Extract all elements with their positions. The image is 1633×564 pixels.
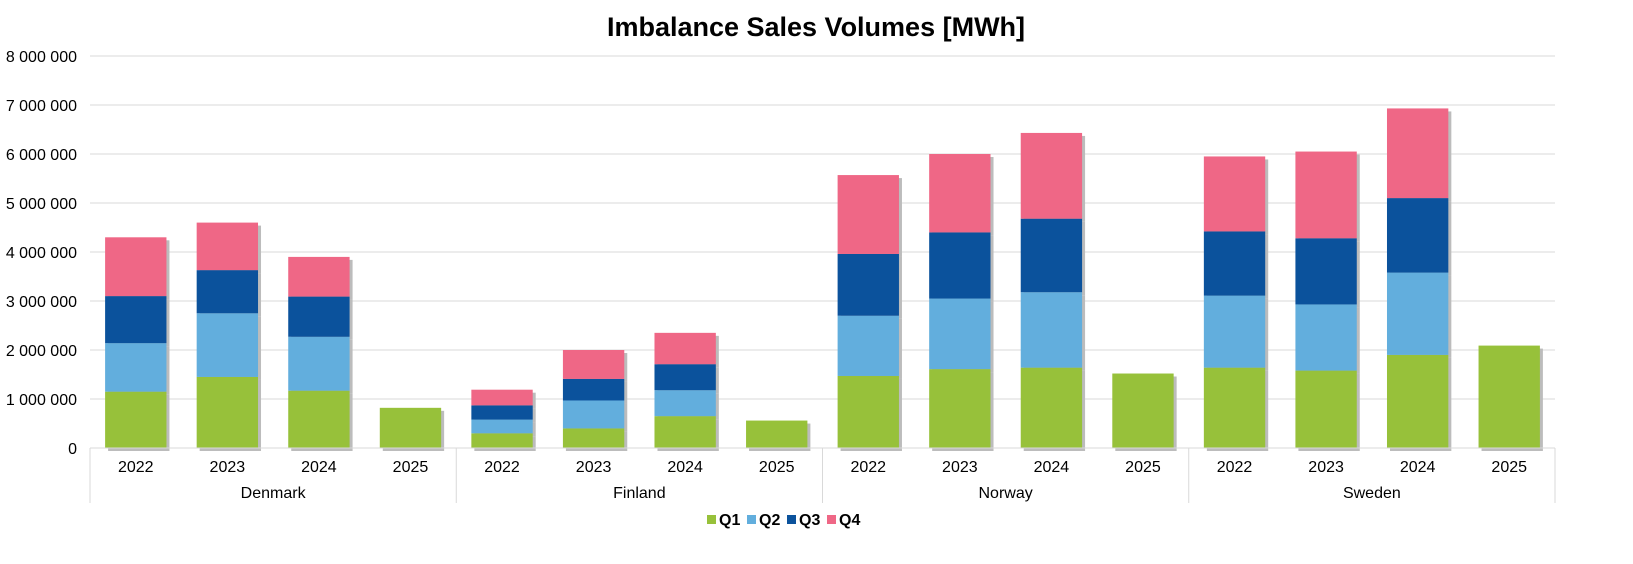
x-tick-label: 2022 bbox=[850, 459, 886, 476]
bar-segment-q1 bbox=[746, 420, 808, 448]
bar-segment-q1 bbox=[562, 428, 625, 448]
bar-segment-q1 bbox=[1478, 345, 1540, 448]
x-tick-label: 2025 bbox=[393, 459, 429, 476]
y-tick-label: 4 000 000 bbox=[6, 245, 77, 262]
bar-segment-q4 bbox=[471, 389, 533, 406]
y-tick-label: 0 bbox=[68, 441, 77, 458]
bar-segment-q1 bbox=[654, 416, 716, 448]
x-tick-label: 2025 bbox=[1125, 459, 1161, 476]
bar-segment-q4 bbox=[562, 350, 625, 379]
bar-segment-q4 bbox=[1386, 108, 1449, 199]
x-tick-label: 2025 bbox=[1491, 459, 1527, 476]
bar-segment-q2 bbox=[1295, 304, 1357, 371]
x-tick-label: 2022 bbox=[484, 459, 520, 476]
x-tick-label: 2022 bbox=[1217, 459, 1253, 476]
y-tick-label: 7 000 000 bbox=[6, 98, 77, 115]
bars bbox=[105, 108, 1543, 451]
bar-segment-q4 bbox=[654, 332, 716, 365]
legend-label: Q3 bbox=[799, 512, 820, 529]
y-tick-label: 3 000 000 bbox=[6, 294, 77, 311]
bar-segment-q3 bbox=[929, 232, 991, 299]
bar-segment-q1 bbox=[1020, 367, 1083, 448]
bar-segment-q2 bbox=[837, 315, 899, 376]
bar-segment-q1 bbox=[929, 369, 991, 448]
bar-segment-q4 bbox=[1020, 132, 1083, 219]
legend-swatch bbox=[707, 515, 716, 524]
bar-segment-q4 bbox=[929, 154, 991, 233]
x-tick-label: 2024 bbox=[667, 459, 703, 476]
legend-label: Q2 bbox=[759, 512, 780, 529]
bar-segment-q2 bbox=[471, 419, 533, 434]
x-tick-label: 2023 bbox=[1308, 459, 1344, 476]
bar-segment-q2 bbox=[288, 336, 350, 391]
bar-segment-q1 bbox=[379, 407, 442, 448]
group-label: Norway bbox=[979, 485, 1033, 502]
bar-segment-q2 bbox=[1386, 272, 1449, 355]
bar-segment-q2 bbox=[929, 298, 991, 370]
bar-segment-q2 bbox=[1020, 292, 1083, 368]
x-tick-label: 2023 bbox=[942, 459, 978, 476]
group-label: Sweden bbox=[1343, 485, 1401, 502]
bar-segment-q3 bbox=[1020, 218, 1083, 293]
x-tick-label: 2024 bbox=[301, 459, 337, 476]
bar-segment-q4 bbox=[1295, 151, 1357, 239]
x-tick-label: 2023 bbox=[210, 459, 246, 476]
bar-segment-q2 bbox=[196, 313, 259, 377]
bar-segment-q3 bbox=[1295, 238, 1357, 305]
bar-segment-q1 bbox=[1203, 367, 1266, 448]
bar-segment-q1 bbox=[105, 391, 167, 448]
x-tick-label: 2024 bbox=[1034, 459, 1070, 476]
x-tick-label: 2022 bbox=[118, 459, 154, 476]
legend-label: Q1 bbox=[719, 512, 740, 529]
bar-segment-q1 bbox=[837, 375, 899, 448]
legend-swatch bbox=[827, 515, 836, 524]
bar-segment-q4 bbox=[196, 222, 259, 271]
bar-segment-q2 bbox=[1203, 295, 1266, 368]
chart-title: Imbalance Sales Volumes [MWh] bbox=[607, 12, 1025, 42]
x-tick-label: 2025 bbox=[759, 459, 795, 476]
x-tick-label: 2024 bbox=[1400, 459, 1436, 476]
bar-segment-q4 bbox=[288, 256, 350, 297]
bar-segment-q3 bbox=[196, 270, 259, 314]
bar-segment-q3 bbox=[288, 296, 350, 337]
bar-segment-q2 bbox=[562, 400, 625, 429]
legend: Q1 Q2 Q3 Q4 bbox=[707, 512, 860, 529]
group-label: Finland bbox=[613, 485, 665, 502]
bar-segment-q1 bbox=[1386, 354, 1449, 448]
x-tick-label: 2023 bbox=[576, 459, 612, 476]
group-label: Denmark bbox=[241, 485, 307, 502]
bar-segment-q2 bbox=[654, 390, 716, 417]
y-tick-label: 8 000 000 bbox=[6, 49, 77, 66]
bar-segment-q3 bbox=[1386, 198, 1449, 273]
bar-segment-q3 bbox=[1203, 231, 1266, 296]
y-axis-ticks: 0 1 000 000 2 000 000 3 000 000 4 000 000 5 0… bbox=[6, 49, 77, 458]
x-axis: 2022 2023 2024 2025 2022 2023 2024 2025 2022 2023… bbox=[89, 447, 1556, 503]
bar-segment-q1 bbox=[1295, 370, 1357, 448]
bar-segment-q3 bbox=[837, 253, 899, 316]
y-tick-label: 1 000 000 bbox=[6, 392, 77, 409]
bar-segment-q1 bbox=[1112, 373, 1174, 448]
bar-segment-q3 bbox=[654, 364, 716, 391]
bar-segment-q4 bbox=[1203, 156, 1266, 232]
bar-segment-q4 bbox=[837, 175, 899, 254]
y-tick-label: 6 000 000 bbox=[6, 147, 77, 164]
y-tick-label: 5 000 000 bbox=[6, 196, 77, 213]
y-tick-label: 2 000 000 bbox=[6, 343, 77, 360]
bar-segment-q1 bbox=[471, 433, 533, 448]
legend-swatch bbox=[747, 515, 756, 524]
bar-segment-q1 bbox=[196, 376, 259, 448]
legend-swatch bbox=[787, 515, 796, 524]
bar-segment-q2 bbox=[105, 343, 167, 392]
legend-label: Q4 bbox=[839, 512, 860, 529]
bar-segment-q1 bbox=[288, 390, 350, 448]
bar-segment-q3 bbox=[105, 296, 167, 344]
bar-segment-q4 bbox=[105, 237, 167, 297]
bar-segment-q3 bbox=[562, 378, 625, 401]
bar-segment-q3 bbox=[471, 405, 533, 420]
